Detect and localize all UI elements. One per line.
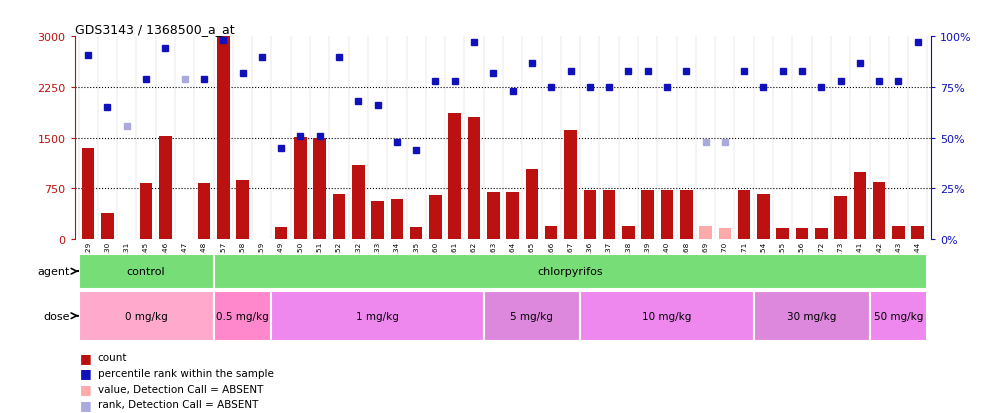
Bar [835, 196, 847, 240]
Bar [777, 228, 789, 240]
Bar [584, 190, 596, 240]
Text: count: count [98, 352, 127, 362]
Bar [159, 136, 171, 240]
Bar [79, 291, 213, 341]
Bar [294, 138, 307, 240]
Bar [139, 183, 152, 240]
Bar [754, 291, 870, 341]
Bar [564, 130, 577, 240]
Bar [545, 226, 558, 240]
Bar [197, 183, 210, 240]
Bar [796, 228, 809, 240]
Bar [217, 37, 229, 240]
Text: 0 mg/kg: 0 mg/kg [124, 311, 167, 321]
Bar [738, 190, 750, 240]
Bar [275, 228, 288, 240]
Bar [352, 165, 365, 240]
Text: ■: ■ [80, 398, 92, 411]
Bar [854, 173, 867, 240]
Bar [580, 291, 754, 341]
Bar [429, 196, 442, 240]
Bar [410, 228, 422, 240]
Text: 50 mg/kg: 50 mg/kg [873, 311, 923, 321]
Text: ■: ■ [80, 382, 92, 395]
Text: 0.5 mg/kg: 0.5 mg/kg [216, 311, 269, 321]
Bar [506, 192, 519, 240]
Text: rank, Detection Call = ABSENT: rank, Detection Call = ABSENT [98, 399, 258, 409]
Bar [390, 199, 403, 240]
Text: chlorpyrifos: chlorpyrifos [538, 266, 604, 277]
Bar [372, 202, 383, 240]
Text: agent: agent [37, 266, 70, 277]
Bar [872, 183, 885, 240]
Text: control: control [126, 266, 165, 277]
Text: dose: dose [43, 311, 70, 321]
Bar [718, 228, 731, 240]
Bar [272, 291, 484, 341]
Bar [333, 195, 346, 240]
Bar [468, 118, 480, 240]
Bar [815, 228, 828, 240]
Bar [641, 190, 654, 240]
Bar [757, 195, 770, 240]
Bar [603, 190, 616, 240]
Bar [870, 291, 927, 341]
Text: 1 mg/kg: 1 mg/kg [357, 311, 399, 321]
Bar [314, 138, 326, 240]
Bar [487, 192, 500, 240]
Text: ■: ■ [80, 366, 92, 380]
Text: 10 mg/kg: 10 mg/kg [642, 311, 691, 321]
Bar [236, 180, 249, 240]
Bar [911, 227, 924, 240]
Bar [484, 291, 580, 341]
Text: 5 mg/kg: 5 mg/kg [511, 311, 554, 321]
Bar [680, 190, 692, 240]
Bar [699, 226, 712, 240]
Bar [79, 254, 213, 289]
Text: GDS3143 / 1368500_a_at: GDS3143 / 1368500_a_at [75, 23, 234, 36]
Text: ■: ■ [80, 351, 92, 364]
Bar [102, 214, 114, 240]
Text: 30 mg/kg: 30 mg/kg [787, 311, 837, 321]
Bar [892, 227, 904, 240]
Bar [82, 148, 95, 240]
Bar [448, 114, 461, 240]
Text: value, Detection Call = ABSENT: value, Detection Call = ABSENT [98, 384, 263, 394]
Bar [526, 170, 538, 240]
Text: percentile rank within the sample: percentile rank within the sample [98, 368, 274, 378]
Bar [213, 291, 272, 341]
Bar [660, 190, 673, 240]
Bar [213, 254, 927, 289]
Bar [622, 226, 634, 240]
